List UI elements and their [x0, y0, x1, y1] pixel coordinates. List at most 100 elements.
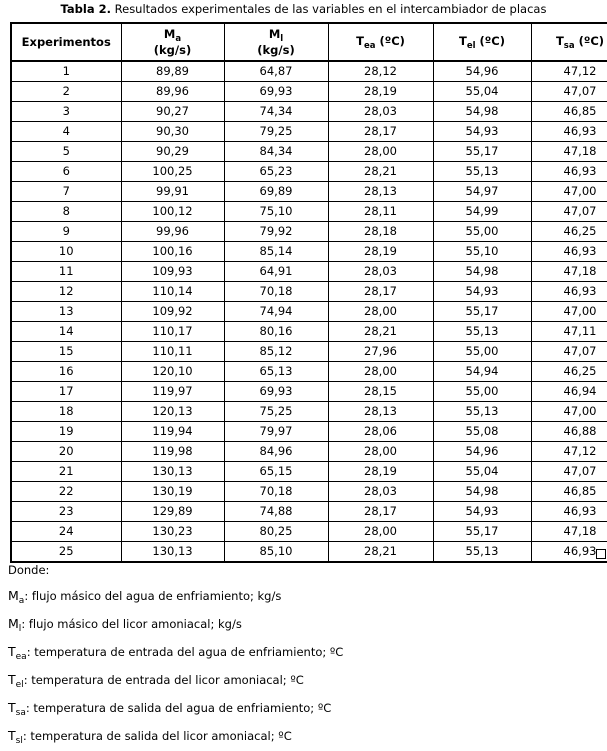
data-cell: 28,18	[327, 221, 434, 242]
data-cell: 28,12	[327, 60, 434, 82]
data-cell: 28,00	[327, 141, 434, 162]
legend-symbol-subscript-0: a	[18, 596, 25, 606]
legend-symbol-0: Ma	[8, 588, 25, 606]
data-cell: 70,18	[223, 281, 329, 302]
data-cell: 119,97	[120, 381, 225, 402]
data-cell: 90,29	[120, 141, 225, 162]
data-cell: 46,93	[530, 161, 607, 182]
data-cell: 47,07	[530, 201, 607, 222]
data-cell: 46,25	[530, 221, 607, 242]
data-cell: 75,10	[223, 201, 329, 222]
experiment-number-cell: 21	[10, 461, 122, 482]
data-cell: 100,16	[120, 241, 225, 262]
experiment-number-cell: 23	[10, 501, 122, 522]
caption-text: Resultados experimentales de las variabl…	[110, 2, 547, 16]
data-cell: 79,25	[223, 121, 329, 142]
data-cell: 28,15	[327, 381, 434, 402]
data-cell: 80,25	[223, 521, 329, 542]
data-cell: 54,97	[432, 181, 532, 202]
data-cell: 47,18	[530, 521, 607, 542]
data-cell: 28,17	[327, 121, 434, 142]
data-cell: 130,13	[120, 461, 225, 482]
data-cell: 46,93	[530, 501, 607, 522]
data-cell: 55,00	[432, 381, 532, 402]
data-cell: 85,10	[223, 541, 329, 563]
experiment-number-cell: 4	[10, 121, 122, 142]
column-header-unit-4: (ºC)	[475, 34, 505, 48]
data-cell: 46,93	[530, 241, 607, 262]
data-cell: 54,98	[432, 261, 532, 282]
data-cell: 28,00	[327, 441, 434, 462]
table-header: Experimentos Ma (kg/s) Ml (kg/s) Tea (ºC) Tel …	[10, 22, 607, 62]
data-cell: 74,88	[223, 501, 329, 522]
corner-square-marker	[596, 549, 606, 559]
data-cell: 28,19	[327, 461, 434, 482]
legend-description-2: : temperatura de entrada del agua de enf…	[26, 645, 344, 659]
data-cell: 28,19	[327, 81, 434, 102]
experiment-number-cell: 14	[10, 321, 122, 342]
data-cell: 27,96	[327, 341, 434, 362]
data-cell: 54,93	[432, 501, 532, 522]
legend-symbol-4: Tsa	[8, 700, 26, 718]
experiments-table-container: Experimentos Ma (kg/s) Ml (kg/s) Tea (ºC) Tel …	[10, 22, 607, 563]
legend-description-0: : flujo másico del agua de enfriamiento;…	[24, 589, 282, 603]
experiment-number-cell: 19	[10, 421, 122, 442]
column-header-unit-5: (ºC)	[574, 34, 605, 48]
data-cell: 119,94	[120, 421, 225, 442]
legend-symbol-subscript-1: l	[18, 624, 22, 634]
data-cell: 84,34	[223, 141, 329, 162]
column-header-unit-1: (kg/s)	[153, 43, 192, 57]
data-cell: 28,00	[327, 361, 434, 382]
data-cell: 28,17	[327, 501, 434, 522]
data-cell: 47,12	[530, 441, 607, 462]
data-cell: 85,14	[223, 241, 329, 262]
data-cell: 28,21	[327, 321, 434, 342]
legend-symbol-subscript-5: sl	[15, 736, 23, 746]
experiment-number-cell: 2	[10, 81, 122, 102]
data-cell: 46,85	[530, 101, 607, 122]
column-header-4: Tel (ºC)	[432, 22, 532, 62]
data-cell: 55,00	[432, 341, 532, 362]
experiment-number-cell: 24	[10, 521, 122, 542]
data-cell: 55,00	[432, 221, 532, 242]
data-cell: 47,12	[530, 60, 607, 82]
legend-block: Donde: Ma: flujo másico del agua de enfr…	[8, 558, 598, 751]
experiment-number-cell: 11	[10, 261, 122, 282]
data-cell: 130,23	[120, 521, 225, 542]
data-cell: 28,19	[327, 241, 434, 262]
experiment-number-cell: 6	[10, 161, 122, 182]
legend-symbol-subscript-2: ea	[15, 652, 27, 662]
column-header-unit-3: (ºC)	[375, 34, 405, 48]
column-header-subscript-2: l	[280, 34, 284, 44]
data-cell: 55,10	[432, 241, 532, 262]
column-header-1: Ma (kg/s)	[120, 22, 225, 62]
legend-description-4: : temperatura de salida del agua de enfr…	[25, 701, 332, 715]
data-cell: 54,96	[432, 441, 532, 462]
data-cell: 54,93	[432, 281, 532, 302]
data-cell: 55,13	[432, 161, 532, 182]
table-body: 189,8964,8728,1254,9647,1228,99289,9669,…	[10, 60, 607, 563]
data-cell: 74,94	[223, 301, 329, 322]
experiment-number-cell: 20	[10, 441, 122, 462]
data-cell: 64,87	[223, 60, 329, 82]
data-cell: 110,14	[120, 281, 225, 302]
experiment-number-cell: 18	[10, 401, 122, 422]
data-cell: 69,93	[223, 81, 329, 102]
data-cell: 47,00	[530, 181, 607, 202]
legend-item-1: Ml: flujo másico del licor amoniacal; kg…	[8, 611, 598, 639]
experiment-number-cell: 22	[10, 481, 122, 502]
legend-description-1: : flujo másico del licor amoniacal; kg/s	[21, 617, 242, 631]
column-header-unit-2: (kg/s)	[257, 43, 295, 57]
data-cell: 54,93	[432, 121, 532, 142]
data-cell: 55,08	[432, 421, 532, 442]
